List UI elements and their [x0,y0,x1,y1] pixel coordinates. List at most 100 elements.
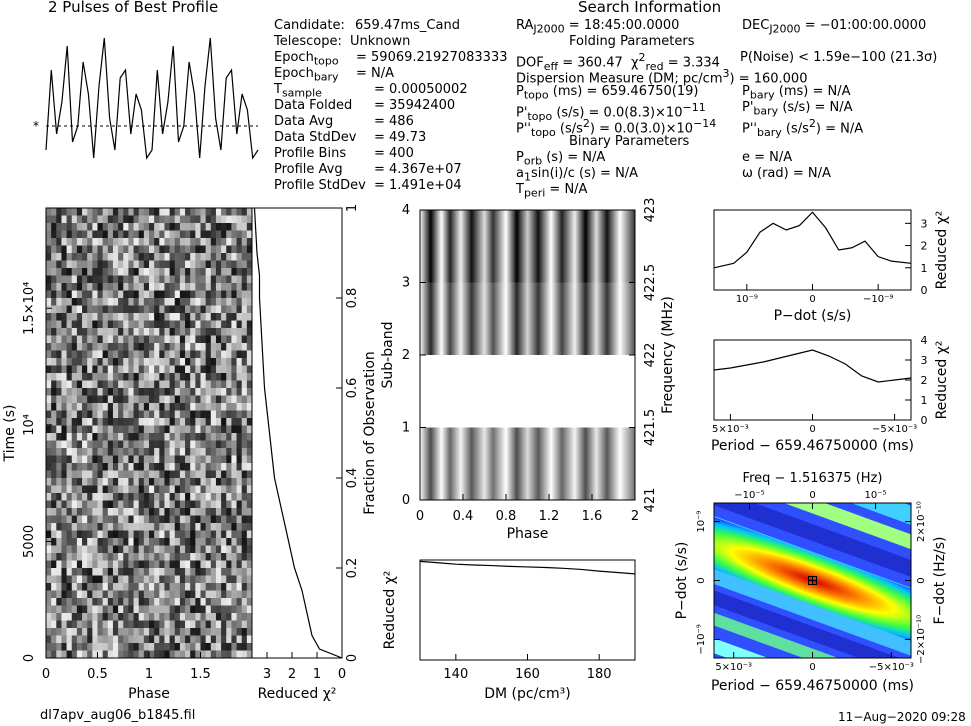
tick-label: 5000 [22,525,37,558]
heat-cell [128,538,135,546]
heat-cell [195,238,201,246]
heat-cell [138,380,145,389]
heat-cell [66,230,73,239]
heat-cell [159,365,165,374]
heat-cell [241,418,248,426]
heat-cell [221,215,227,224]
heat-cell [164,500,171,509]
heat-cell [205,418,212,426]
heat-cell [241,260,248,269]
heat-cell [97,275,104,284]
heat-cell [236,380,243,389]
heat-cell [241,373,248,381]
tick-label: 423 [643,198,658,223]
heat-cell [107,245,114,254]
heat-cell [205,485,212,494]
heat-cell [97,208,104,216]
heat-cell [143,290,150,299]
heat-cell [154,433,160,441]
heat-cell [71,440,78,449]
heat-cell [179,523,186,531]
heat-cell [185,643,191,651]
heat-cell [102,628,109,636]
heat-cell [164,433,171,441]
heat-cell [133,523,140,531]
x-axis-label: DM (pc/cm³) [484,686,570,702]
heat-cell [118,628,124,636]
heat-cell [118,260,124,269]
heat-cell [71,425,78,434]
heat-cell [149,545,155,554]
heat-cell [210,215,217,224]
heat-cell [97,538,104,546]
heat-cell [133,455,140,464]
heat-cell [179,223,186,231]
heat-cell [236,590,243,599]
heat-cell [92,283,98,291]
heat-cell [123,268,129,276]
heat-cell [133,260,140,269]
heat-cell [179,455,186,464]
heat-cell [92,290,98,299]
heat-cell [226,433,232,441]
heat-cell [76,650,83,659]
heat-cell [221,508,227,516]
heat-cell [154,313,160,321]
heat-cell [195,530,201,539]
heat-cell [205,298,212,306]
heat-cell [226,605,232,614]
heat-cell [71,403,78,411]
heat-cell [118,545,124,554]
heat-cell [71,253,78,261]
heat-cell [107,605,114,614]
heat-cell [195,440,201,449]
heat-cell [200,395,207,404]
heat-cell [56,560,62,569]
heat-cell [82,380,88,389]
heat-cell [61,485,68,494]
heat-cell [66,515,73,524]
heat-cell [231,635,238,644]
heat-cell [164,208,171,216]
heat-cell [205,643,212,651]
heat-cell [210,320,217,329]
heat-cell [46,448,52,456]
dm-line [419,560,636,575]
heat-cell [76,245,83,254]
heat-cell [61,575,68,584]
heat-cell [169,545,176,554]
heat-cell [210,365,217,374]
heat-cell [149,560,155,569]
profile-plot: * [33,37,259,160]
heat-cell [210,568,217,576]
heat-cell [169,343,176,351]
heat-cell [179,268,186,276]
heat-cell [87,590,93,599]
heat-cell [123,485,129,494]
colormap-band [714,547,911,658]
heat-cell [179,290,186,299]
heat-cell [164,320,171,329]
heat-cell [190,628,196,636]
tick-label: 160 [515,667,540,682]
heat-cell [164,343,171,351]
heat-cell [118,568,124,576]
heat-cell [51,455,57,464]
heat-cell [185,395,191,404]
heat-cell [169,215,176,224]
heat-cell [246,590,253,599]
heat-cell [149,493,155,501]
heat-cell [138,650,145,659]
heat-cell [190,455,196,464]
heat-cell [133,493,140,501]
tick-label: 0 [809,490,815,501]
heat-cell [236,410,243,419]
heat-cell [174,575,181,584]
heat-cell [221,613,227,621]
heat-cell [61,455,68,464]
heat-cell [128,335,135,344]
heat-cell [195,403,201,411]
heat-cell [236,440,243,449]
